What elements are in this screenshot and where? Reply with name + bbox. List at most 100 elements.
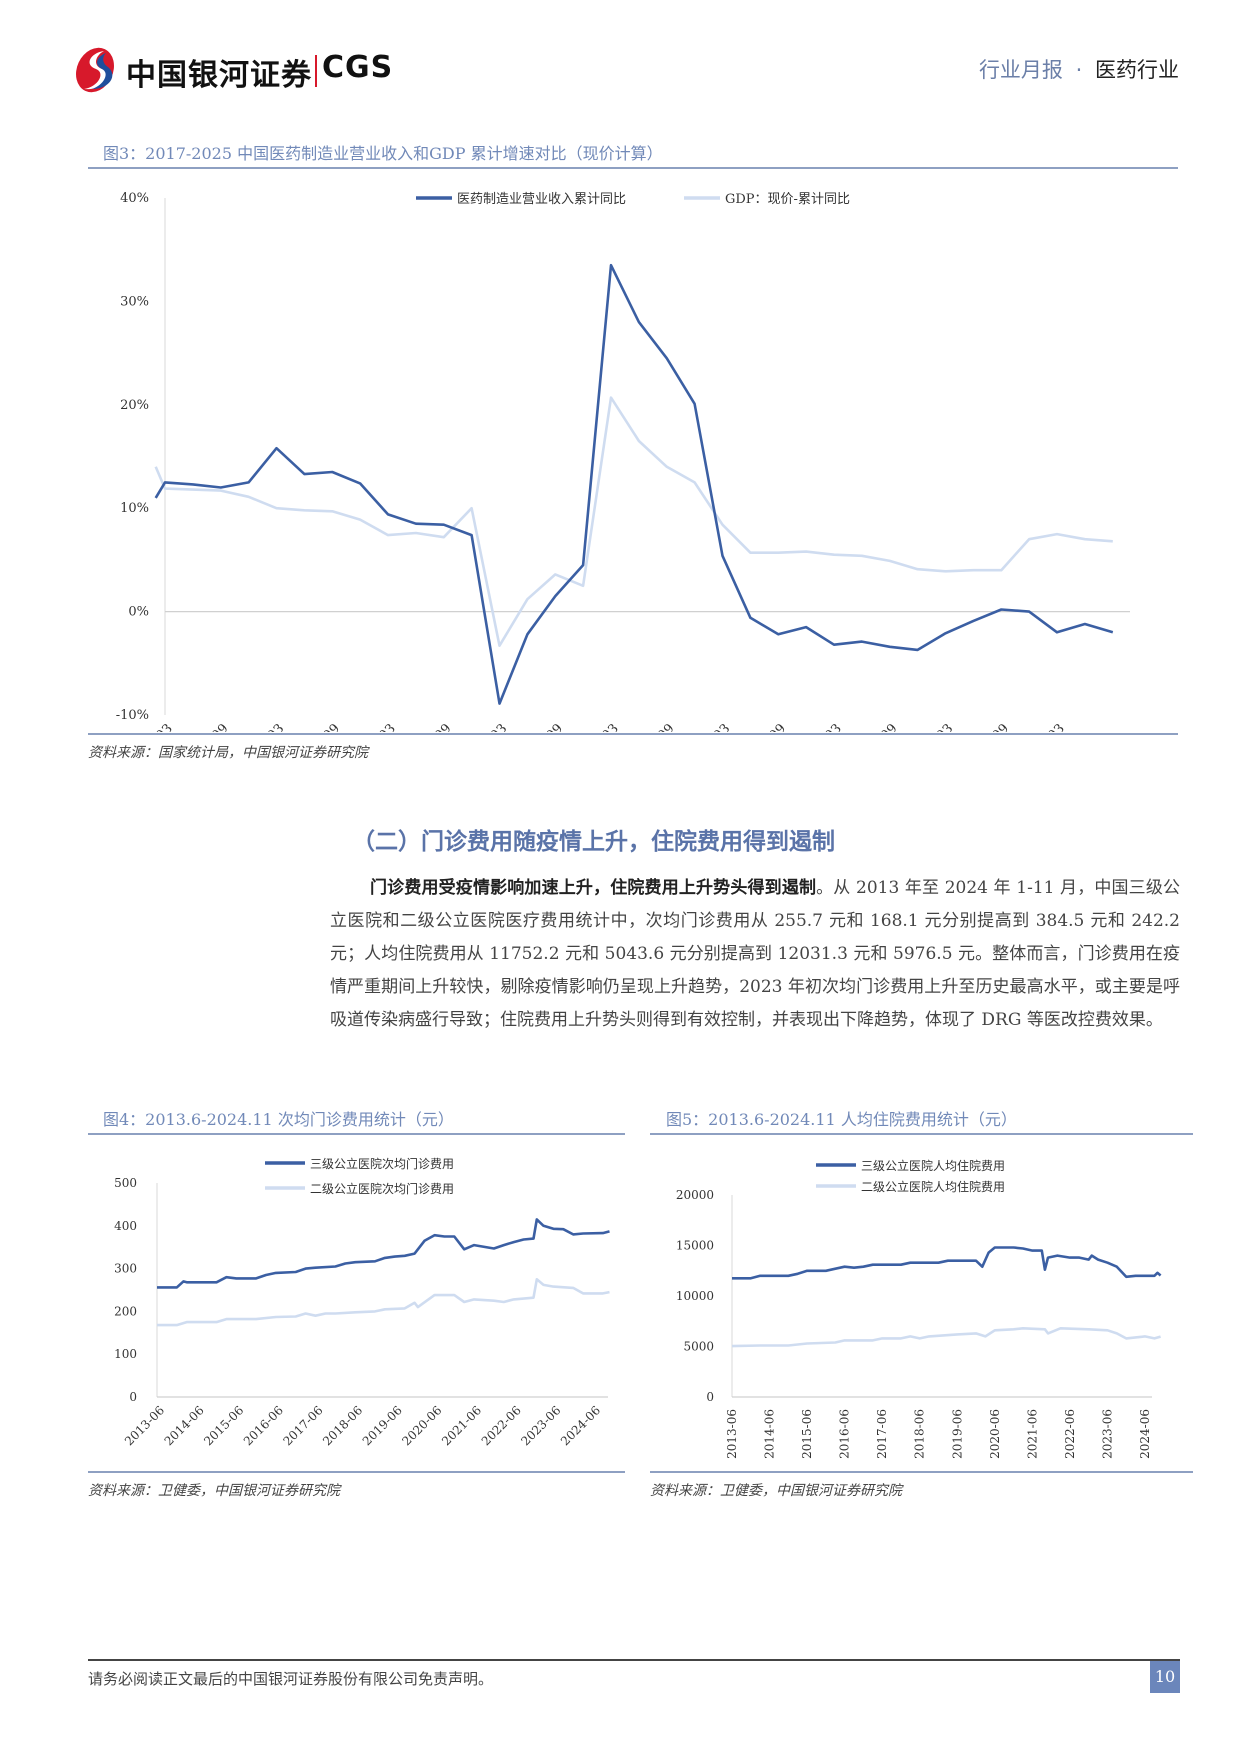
x-tick-label: 2018-09	[294, 721, 343, 732]
y-tick-label: 300	[114, 1262, 137, 1276]
series-line	[157, 1218, 610, 1289]
fig4-chart: 50040030020010002013-062014-062015-06201…	[114, 1156, 610, 1448]
x-tick-label: 2021-06	[439, 1403, 484, 1448]
x-tick-label: 2016-06	[241, 1403, 286, 1448]
x-tick-label: 2022-06	[1063, 1409, 1077, 1459]
footer-rule	[88, 1659, 1180, 1661]
x-tick-label: 2022-09	[740, 721, 789, 732]
x-tick-label: 2024-06	[558, 1403, 603, 1448]
x-tick-label: 2019-06	[360, 1403, 405, 1448]
x-tick-label: 2023-09	[852, 721, 901, 732]
x-tick-label: 2018-06	[320, 1403, 365, 1448]
y-tick-label: 100	[114, 1347, 137, 1361]
x-tick-label: 2017-09	[183, 721, 232, 732]
y-tick-label: 0%	[128, 605, 149, 620]
x-tick-label: 2020-03	[462, 721, 511, 732]
y-tick-label: 10000	[676, 1289, 714, 1303]
y-tick-label: 40%	[120, 191, 149, 206]
y-tick-label: 0	[129, 1390, 137, 1404]
fig5-source: 资料来源：卫健委，中国银河证券研究院	[650, 1483, 902, 1499]
y-tick-label: 500	[114, 1176, 137, 1190]
x-tick-label: 2020-06	[399, 1403, 444, 1448]
y-tick-label: 200	[114, 1304, 137, 1318]
x-tick-label: 2020-09	[517, 721, 566, 732]
x-tick-label: 2014-06	[763, 1409, 777, 1459]
fig4-source: 资料来源：卫健委，中国银河证券研究院	[88, 1483, 340, 1499]
x-tick-label: 2016-06	[838, 1409, 852, 1459]
fig3-top-rule	[88, 167, 1178, 169]
x-tick-label: 2017-06	[281, 1403, 326, 1448]
y-tick-label: 20%	[120, 398, 149, 413]
section-paragraph: 门诊费用受疫情影响加速上升，住院费用上升势头得到遏制。从 2013 年至 202…	[330, 872, 1180, 1037]
page-number: 10	[1150, 1661, 1180, 1693]
series-line	[731, 1327, 1161, 1348]
fig5-top-rule	[650, 1133, 1193, 1135]
x-tick-label: 2014-06	[162, 1403, 207, 1448]
footer-disclaimer: 请务必阅读正文最后的中国银河证券股份有限公司免责声明。	[88, 1670, 494, 1688]
x-tick-label: 2023-03	[796, 721, 845, 732]
y-tick-label: 20000	[676, 1188, 714, 1202]
fig3-title: 图3：2017-2025 中国医药制造业营业收入和GDP 累计增速对比（现价计算…	[103, 144, 663, 163]
x-tick-label: 2018-06	[913, 1409, 927, 1459]
legend-label: GDP：现价-累计同比	[725, 192, 850, 207]
fig3-source: 资料来源：国家统计局，中国银河证券研究院	[88, 745, 368, 761]
series-line	[154, 263, 1114, 705]
x-tick-label: 2013-06	[122, 1403, 167, 1448]
series-line	[157, 1278, 610, 1327]
fig3-bottom-rule	[88, 733, 1178, 735]
fig4-bottom-rule	[88, 1471, 625, 1473]
x-tick-label: 2019-03	[350, 721, 399, 732]
x-tick-label: 2024-09	[963, 721, 1012, 732]
industry-name: 医药行业	[1095, 58, 1179, 82]
y-tick-label: 10%	[120, 501, 149, 516]
legend-label: 三级公立医院次均门诊费用	[310, 1156, 454, 1171]
x-tick-label: 2020-06	[988, 1409, 1002, 1459]
legend-label: 医药制造业营业收入累计同比	[457, 192, 626, 207]
fig5-chart: 20000 15000 10000 5000 0 2013-06 2014-06 2015-0…	[676, 1158, 1162, 1459]
x-tick-label: 2018-03	[239, 721, 288, 732]
fig5-bottom-rule	[650, 1471, 1193, 1473]
report-type: 行业月报	[978, 58, 1063, 82]
x-tick-label: 2022-03	[685, 721, 734, 732]
y-tick-label: 400	[114, 1219, 137, 1233]
x-tick-label: 2021-06	[1025, 1409, 1039, 1459]
report-category: 行业月报 · 医药行业	[979, 54, 1179, 84]
paragraph-body: 。从 2013 年至 2024 年 1-11 月，中国三级公立医院和二级公立医院…	[330, 878, 1180, 1030]
x-tick-label: 2017-06	[875, 1409, 889, 1459]
brand-divider	[315, 55, 317, 87]
series-line	[154, 396, 1113, 648]
fig4-top-rule	[88, 1133, 625, 1135]
x-tick-label: 2013-06	[725, 1409, 739, 1459]
cgs-logo-icon	[76, 47, 114, 93]
x-tick-label: 2022-06	[479, 1403, 524, 1448]
x-tick-label: 2019-06	[950, 1409, 964, 1459]
brand-name-en: CGS	[322, 50, 394, 85]
brand-name-cn: 中国银河证券	[126, 58, 312, 93]
x-tick-label: 2021-09	[629, 721, 678, 732]
fig3-chart: 40%30%20%10%0%-10%2017-032017-092018-032…	[116, 191, 1130, 732]
series-line	[732, 1246, 1162, 1280]
x-tick-label: 2021-03	[573, 721, 622, 732]
y-tick-label: 5000	[683, 1340, 714, 1354]
legend-label: 二级公立医院人均住院费用	[861, 1179, 1005, 1194]
y-tick-label: 15000	[676, 1239, 714, 1253]
x-tick-label: 2025-03	[1019, 721, 1068, 732]
fig5-title: 图5：2013.6-2024.11 人均住院费用统计（元）	[666, 1110, 1017, 1129]
fig4-title: 图4：2013.6-2024.11 次均门诊费用统计（元）	[103, 1110, 454, 1129]
y-tick-label: -10%	[116, 708, 149, 723]
legend-label: 二级公立医院次均门诊费用	[310, 1181, 454, 1196]
section-heading: （二）门诊费用随疫情上升，住院费用得到遏制	[352, 828, 835, 855]
legend-label: 三级公立医院人均住院费用	[861, 1158, 1005, 1173]
paragraph-lead: 门诊费用受疫情影响加速上升，住院费用上升势头得到遏制	[370, 878, 817, 898]
header-dot: ·	[1075, 58, 1083, 82]
x-tick-label: 2023-06	[1100, 1409, 1114, 1459]
x-tick-label: 2024-03	[908, 721, 957, 732]
y-tick-label: 0	[706, 1390, 714, 1404]
x-tick-label: 2015-06	[201, 1403, 246, 1448]
x-tick-label: 2024-06	[1138, 1409, 1152, 1459]
x-tick-label: 2019-09	[406, 721, 455, 732]
brand-logo: 中国银河证券 CGS	[70, 45, 400, 95]
y-tick-label: 30%	[120, 294, 149, 309]
x-tick-label: 2023-06	[518, 1403, 563, 1448]
